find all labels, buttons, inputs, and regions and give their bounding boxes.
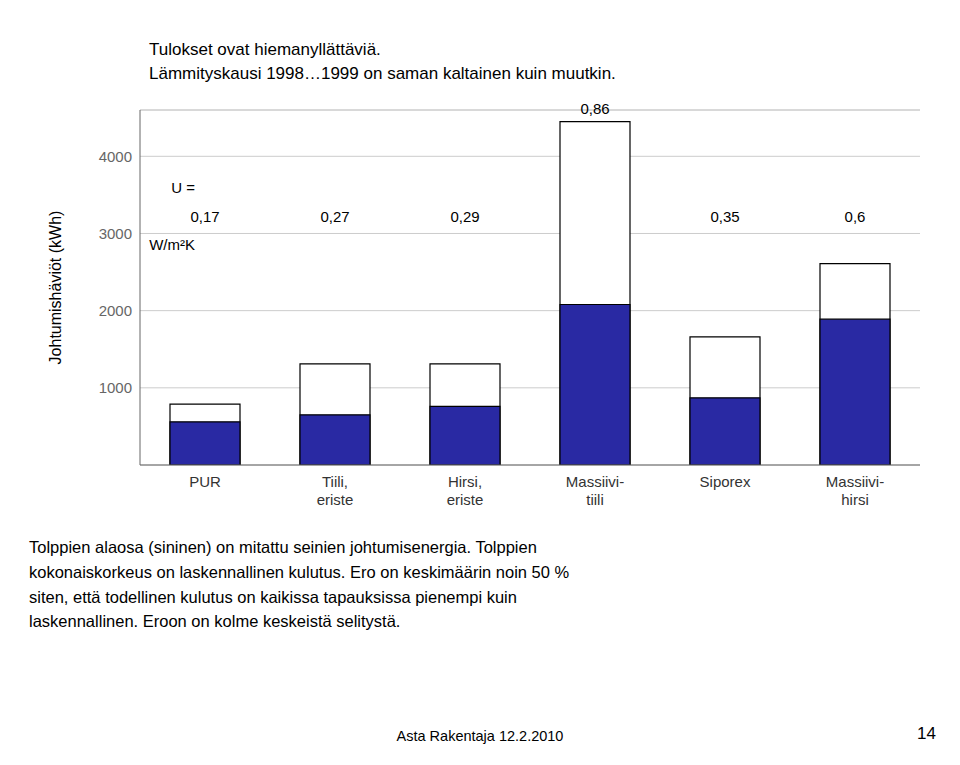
- svg-text:4000: 4000: [99, 148, 132, 165]
- svg-text:2000: 2000: [99, 302, 132, 319]
- svg-text:Hirsi,eriste: Hirsi,eriste: [447, 473, 484, 508]
- html-text:14: 14: [917, 724, 936, 743]
- svg-text:0,29: 0,29: [450, 208, 479, 225]
- svg-text:0,86: 0,86: [580, 100, 609, 117]
- svg-text:0,6: 0,6: [845, 208, 866, 225]
- svg-text:Massiivi-hirsi: Massiivi-hirsi: [826, 473, 884, 508]
- svg-text:PUR: PUR: [189, 473, 221, 490]
- svg-text:Siporex: Siporex: [700, 473, 751, 490]
- svg-text:1000: 1000: [99, 379, 132, 396]
- html-text:Tolppien alaosa (sininen) on m: Tolppien alaosa (sininen) on mitattu sei…: [29, 538, 570, 631]
- svg-text:0,27: 0,27: [320, 208, 349, 225]
- html-text:Asta Rakentaja 12.2.2010: Asta Rakentaja 12.2.2010: [396, 728, 564, 744]
- svg-text:0,35: 0,35: [710, 208, 739, 225]
- html-text:Tulokset ovat hiemanyllättäviä: Tulokset ovat hiemanyllättäviä.: [149, 40, 381, 59]
- svg-text:Johtumishäviöt (kWh): Johtumishäviöt (kWh): [47, 211, 64, 365]
- svg-text:Tiili,eriste: Tiili,eriste: [317, 473, 354, 508]
- svg-text:U =: U =: [171, 179, 195, 196]
- svg-text:3000: 3000: [99, 225, 132, 242]
- svg-text:W/m²K: W/m²K: [149, 236, 195, 253]
- svg-text:0,17: 0,17: [190, 208, 219, 225]
- html-text:Lämmityskausi 1998…1999 on sam: Lämmityskausi 1998…1999 on saman kaltain…: [149, 64, 616, 83]
- svg-text:Massiivi-tiili: Massiivi-tiili: [566, 473, 624, 508]
